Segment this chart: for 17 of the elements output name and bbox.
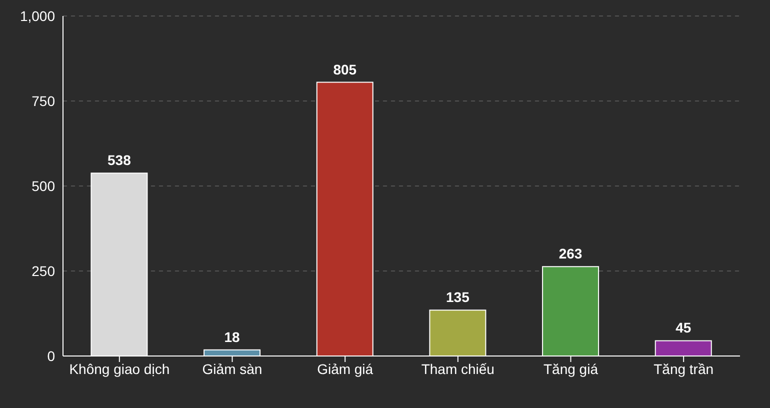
x-tick-label: Tham chiếu [421, 360, 494, 377]
data-label: 18 [224, 328, 240, 345]
data-label: 263 [558, 246, 582, 262]
x-tick-label: Tăng giá [544, 360, 598, 377]
x-tick-label: Giảm sàn [202, 360, 262, 377]
y-tick-label: 500 [32, 178, 56, 194]
data-label: 45 [676, 320, 692, 336]
data-label: 135 [446, 289, 470, 306]
data-label: 805 [333, 61, 357, 78]
y-tick-label: 0 [47, 348, 56, 364]
x-tick-label: Không giao dịch [69, 360, 170, 377]
y-tick-label: 1,000 [20, 8, 56, 24]
y-tick-label: 250 [32, 262, 56, 279]
x-tick-label: Tăng trần [654, 360, 714, 377]
y-tick-label: 750 [32, 92, 56, 109]
x-tick-label: Giảm giá [317, 360, 374, 377]
data-label: 538 [108, 152, 132, 168]
